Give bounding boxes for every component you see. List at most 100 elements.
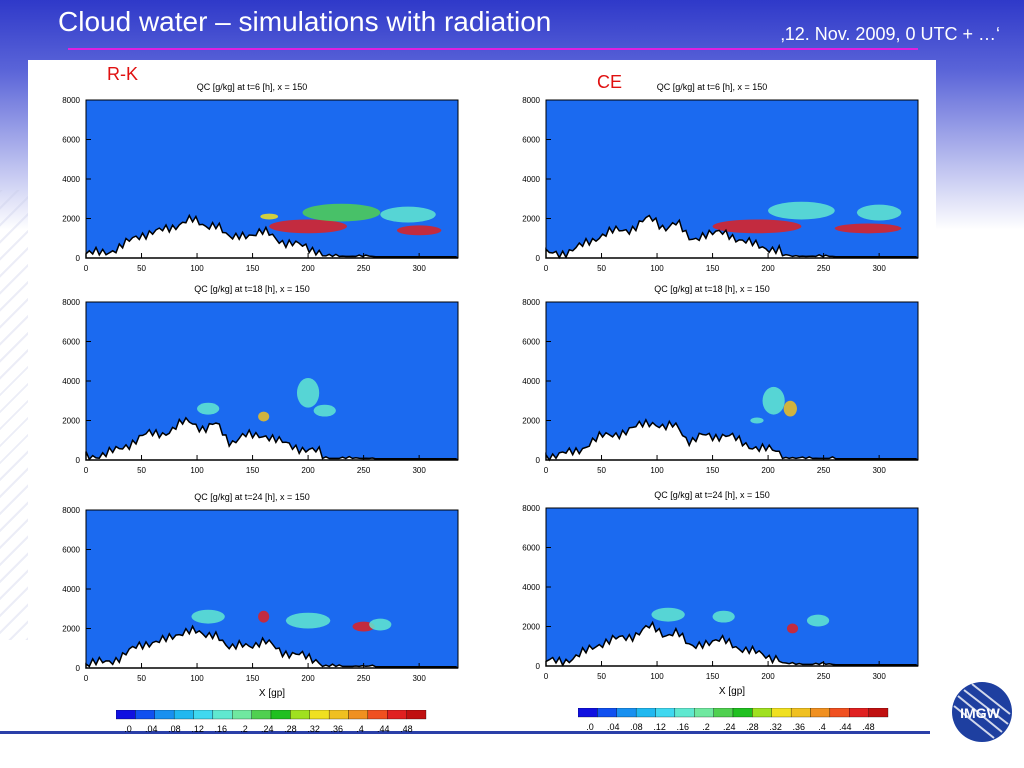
y-tick-label: 8000: [522, 96, 540, 105]
y-tick-label: 6000: [522, 544, 540, 553]
x-tick-label: 100: [190, 264, 204, 273]
cloud-region: [396, 225, 442, 236]
colorbar-label: .08: [168, 724, 181, 734]
colorbar-swatch: [674, 708, 695, 718]
x-tick-label: 250: [357, 674, 371, 683]
chart-panel-6: QC [g/kg] at t=24 [h], x = 150 0 2000 4000 6…: [512, 488, 932, 698]
colorbar-label: .24: [261, 724, 274, 734]
colorbar-label: .04: [145, 724, 158, 734]
y-tick-label: 6000: [522, 136, 540, 145]
colorbar-swatch: [328, 710, 349, 720]
column-label-rk: R-K: [107, 64, 138, 84]
imgw-logo: IMGW: [934, 676, 1016, 758]
cloud-region: [834, 223, 902, 234]
y-tick-label: 6000: [62, 136, 80, 145]
chart-svg: QC [g/kg] at t=6 [h], x = 15002000400060…: [62, 82, 459, 273]
y-tick-label: 2000: [62, 625, 80, 634]
y-tick-label: 4000: [522, 175, 540, 184]
x-tick-label: 0: [84, 674, 89, 683]
column-label-ce: CE: [597, 72, 623, 92]
x-tick-label: 0: [544, 466, 549, 475]
y-tick-label: 8000: [522, 504, 540, 513]
colorbar-swatch: [752, 708, 772, 718]
colorbar-label: .4: [818, 722, 826, 732]
y-tick-label: 4000: [62, 377, 80, 386]
cloud-region: [285, 612, 331, 629]
x-tick-label: 50: [137, 264, 146, 273]
colorbar-label: .36: [331, 724, 344, 734]
x-tick-label: 200: [301, 264, 315, 273]
colorbar-swatch: [348, 710, 369, 720]
y-tick-label: 2000: [522, 215, 540, 224]
x-tick-label: 200: [761, 264, 775, 273]
x-tick-label: 50: [137, 466, 146, 475]
field-background: [86, 100, 458, 258]
y-tick-label: 0: [536, 662, 541, 671]
x-tick-label: 0: [544, 264, 549, 273]
slide-date: ‚12. Nov. 2009, 0 UTC + …‘: [780, 24, 1000, 44]
colorbar-label: .32: [307, 724, 320, 734]
x-tick-label: 250: [357, 264, 371, 273]
chart-title: QC [g/kg] at t=18 [h], x = 150: [654, 284, 770, 294]
colorbar-swatch: [713, 708, 734, 718]
cloud-region: [302, 203, 381, 222]
colorbar-swatch: [116, 710, 136, 720]
cloud-region: [786, 623, 799, 634]
colorbar-swatch: [771, 708, 792, 718]
colorbar-label: .32: [769, 722, 782, 732]
slide-title: Cloud water – simulations with radiation: [58, 6, 552, 37]
x-tick-label: 200: [761, 466, 775, 475]
x-tick-label: 300: [412, 264, 426, 273]
colorbar-swatch: [193, 710, 214, 720]
chart-svg: QC [g/kg] at t=18 [h], x = 1500200040006…: [62, 284, 459, 475]
colorbar-label: .08: [630, 722, 643, 732]
colorbar-swatch: [578, 708, 598, 718]
y-tick-label: 2000: [522, 417, 540, 426]
y-tick-label: 0: [536, 254, 541, 263]
x-tick-label: 150: [706, 264, 720, 273]
cloud-region: [762, 386, 785, 415]
colorbar-swatch: [387, 710, 407, 720]
x-tick-label: 200: [301, 674, 315, 683]
y-tick-label: 0: [536, 456, 541, 465]
colorbar-swatch: [251, 710, 272, 720]
x-axis-label: X [gp]: [719, 686, 745, 697]
chart-svg: QC [g/kg] at t=6 [h], x = 15002000400060…: [522, 82, 919, 273]
chart-title: QC [g/kg] at t=18 [h], x = 150: [194, 284, 310, 294]
colorbar-label: .2: [240, 724, 248, 734]
cloud-region: [296, 378, 320, 408]
colorbar-2: .0 .04 .08 .12 .16 .2 .24 .28 .32 .36 .4 .44 .48: [578, 708, 898, 736]
colorbar-swatch: [212, 710, 233, 720]
y-tick-label: 2000: [522, 623, 540, 632]
colorbar-swatch: [849, 708, 869, 718]
cloud-region: [313, 404, 336, 417]
colorbar-swatch: [597, 708, 617, 718]
cloud-region: [369, 618, 392, 631]
x-tick-label: 300: [872, 672, 886, 681]
colorbar-swatch: [694, 708, 714, 718]
y-tick-label: 8000: [522, 298, 540, 307]
chart-title: QC [g/kg] at t=24 [h], x = 150: [654, 490, 770, 500]
cloud-region: [380, 206, 436, 223]
colorbar-label: .48: [862, 722, 875, 732]
terrain: [85, 624, 459, 669]
chart-panel-3: QC [g/kg] at t=18 [h], x = 150 0 2000 4000 6…: [52, 282, 472, 492]
cloud-region: [712, 219, 802, 234]
terrain: [85, 416, 459, 461]
y-tick-label: 4000: [62, 585, 80, 594]
y-tick-label: 2000: [62, 215, 80, 224]
y-tick-label: 0: [76, 664, 81, 673]
x-tick-label: 0: [84, 264, 89, 273]
y-tick-label: 8000: [62, 96, 80, 105]
cloud-region: [783, 400, 797, 417]
y-tick-label: 0: [76, 254, 81, 263]
colorbar-swatch: [868, 708, 889, 718]
y-tick-label: 6000: [62, 546, 80, 555]
x-tick-label: 300: [872, 466, 886, 475]
y-tick-label: 2000: [62, 417, 80, 426]
left-decoration: [0, 190, 28, 640]
chart-svg: QC [g/kg] at t=24 [h], x = 1500200040006…: [62, 492, 459, 699]
cloud-region: [258, 610, 270, 623]
terrain: [545, 620, 919, 667]
x-tick-label: 0: [544, 672, 549, 681]
